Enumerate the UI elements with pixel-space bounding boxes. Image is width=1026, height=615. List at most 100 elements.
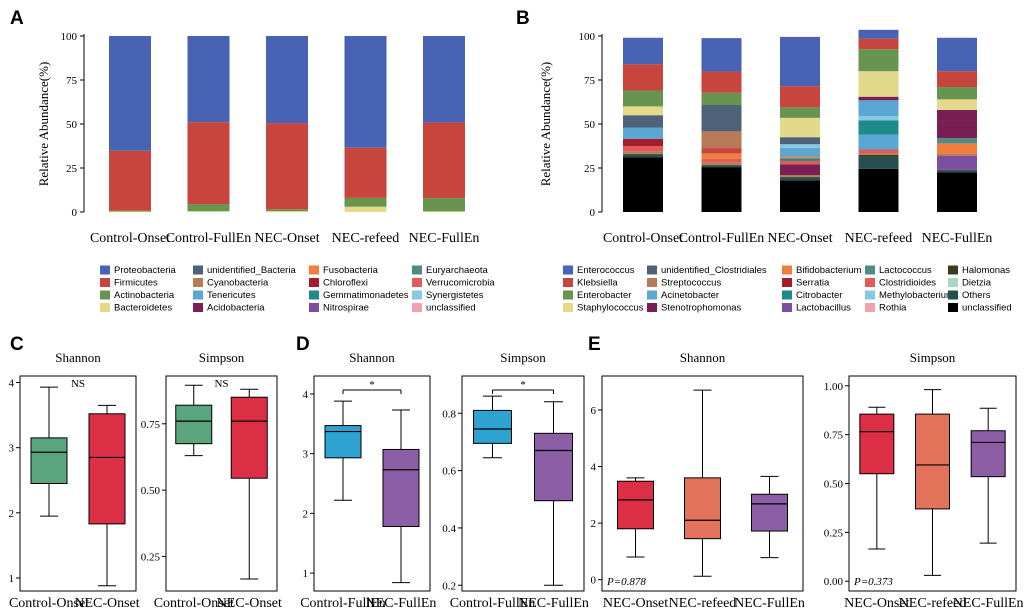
a-legend-swatch-nitrospirae [309, 303, 319, 312]
b-bar-nec-fullen-staphylococcus [937, 99, 977, 110]
a-x-tick-label: Control-Onset [90, 231, 170, 246]
b-y-axis-title: Relative Abundance(%) [538, 62, 553, 187]
a-bar-control-fullen-firmicutes [187, 122, 230, 205]
b-bar-control-fullen-enterococcus [701, 38, 742, 72]
b-bar-control-fullen-clostridioides [701, 158, 742, 163]
b-bar-nec-fullen-streptococcus [937, 153, 977, 156]
a-legend-swatch-verrucomicrobia [412, 278, 422, 287]
a-bar-control-fullen-actinobacteria [187, 204, 230, 212]
b-bar-control-onset-clostridioides [623, 146, 663, 152]
e-simpson-p-value: P=0.373 [853, 576, 893, 588]
c-simpson-significance-label: NS [214, 378, 228, 390]
b-bar-nec-onset-acinetobacter [780, 147, 820, 157]
b-legend-swatch-serratia [782, 278, 792, 287]
b-bar-nec-fullen-halomonas [937, 169, 977, 171]
b-bar-nec-onset-enterococcus [780, 36, 820, 87]
b-bar-control-onset-acinetobacter [623, 127, 663, 139]
a-legend-label: unidentified_Bacteria [207, 265, 296, 276]
a-bar-nec-onset-bacteroidetes [266, 211, 308, 212]
c-shannon-ytick-label: 1 [9, 573, 15, 585]
b-bar-control-fullen-klebsiella [701, 71, 742, 93]
e-simpson-box-nec-onset-iqr [859, 413, 895, 475]
a-legend-swatch-chloroflexi [309, 278, 319, 287]
a-legend-label: Cyanobacteria [207, 278, 269, 289]
b-bar-nec-refeed-streptococcus [858, 153, 899, 155]
a-bar-nec-fullen-proteobacteria [423, 36, 465, 123]
c-simpson-x-tick-label: NEC-Onset [217, 596, 282, 611]
c-shannon-ytick-label: 2 [9, 508, 15, 520]
b-bar-nec-fullen-enterobacter [937, 87, 977, 100]
a-bar-nec-onset-actinobacteria [266, 209, 308, 212]
a-legend-label: Gemmatimonadetes [323, 290, 409, 301]
b-legend-label: Rothia [879, 303, 907, 314]
c-simpson-title: Simpson [199, 350, 245, 365]
a-legend-swatch-unclassified [412, 303, 422, 312]
a-bar-nec-fullen-actinobacteria [423, 198, 465, 212]
b-bar-control-onset-unidentified-clostridiales [623, 115, 663, 128]
c-simpson-x-tick-label: Control-Onset [154, 596, 234, 611]
b-x-tick-label: Control-FullEn [679, 231, 765, 246]
b-legend-swatch-staphylococcus [563, 303, 573, 312]
c-shannon-x-tick-label: Control-Onset [9, 596, 89, 611]
b-bar-nec-fullen-lactobacillus [937, 155, 977, 170]
a-legend-swatch-proteobacteria [100, 265, 110, 275]
d-simpson-ytick-label: 0.4 [442, 523, 456, 535]
b-legend-label: unidentified_Clostridiales [661, 265, 767, 276]
a-y-axis-title: Relative Abundance(%) [36, 62, 51, 187]
d-shannon-title: Shannon [349, 350, 395, 365]
b-bar-nec-onset-bifidobacterium [780, 156, 820, 159]
b-legend-label: Acinetobacter [661, 290, 719, 301]
b-legend-swatch-bifidobacterium [782, 265, 792, 275]
b-bar-nec-refeed-acinetobacter [858, 134, 899, 150]
b-bar-nec-onset-halomonas [780, 176, 820, 178]
b-bar-nec-refeed-halomonas [858, 154, 899, 157]
a-legend-label: Firmicutes [114, 278, 158, 289]
c-shannon-ytick-label: 4 [9, 378, 15, 390]
b-bar-nec-refeed-citrobacter [858, 120, 899, 135]
b-bar-nec-fullen-stenotrophomonas [937, 120, 977, 139]
a-legend-swatch-firmicutes [100, 278, 110, 287]
b-legend-swatch-streptococcus [647, 278, 657, 287]
d-shannon-x-tick-label: NEC-FullEn [366, 596, 437, 611]
e-shannon-x-tick-label: NEC-FullEn [734, 596, 805, 611]
b-legend-swatch-stenotrophomonas [647, 303, 657, 312]
e-simpson-x-tick-label: NEC-refeed [899, 596, 967, 611]
a-legend-swatch-cyanobacteria [193, 278, 203, 287]
b-bar-nec-onset-klebsiella [780, 86, 820, 108]
b-bar-control-onset-klebsiella [623, 64, 663, 91]
e-shannon-p-value: P=0.878 [606, 576, 646, 588]
b-bar-nec-onset-enterobacter [780, 107, 820, 118]
b-bar-nec-onset-stenotrophomonas [780, 164, 820, 176]
e-shannon-ytick-label: 2 [591, 518, 597, 530]
d-simpson-box-control-fullen-iqr [473, 409, 512, 444]
d-simpson-box-nec-fullen-iqr [534, 432, 573, 502]
c-simpson-ytick-label: 0.50 [141, 485, 161, 497]
b-ytick-label: 50 [584, 119, 596, 131]
b-bar-nec-refeed-others [858, 156, 899, 169]
b-bar-nec-refeed-klebsiella [858, 38, 899, 50]
d-shannon-significance-label: * [369, 379, 375, 391]
a-legend-swatch-tenericutes [193, 290, 203, 300]
a-legend-swatch-synergistetes [412, 290, 422, 300]
d-shannon-plot-frame [313, 375, 431, 592]
a-legend-swatch-euryarchaeota [412, 265, 422, 275]
e-shannon-box-nec-fullen-iqr [751, 493, 788, 532]
d-simpson-ytick-label: 0.6 [442, 466, 456, 478]
c-simpson-ytick-label: 0.75 [141, 419, 161, 431]
a-legend-swatch-acidobacteria [193, 303, 203, 312]
b-x-tick-label: NEC-Onset [767, 231, 832, 246]
a-legend-label: Euryarchaeota [426, 265, 489, 276]
b-bar-control-onset-enterobacter [623, 90, 663, 107]
panel-label-b: B [516, 8, 530, 29]
e-shannon-x-tick-label: NEC-refeed [669, 596, 737, 611]
b-ytick-label: 100 [579, 31, 596, 43]
a-x-tick-label: NEC-Onset [254, 231, 319, 246]
b-legend-label: Enterococcus [577, 265, 635, 276]
e-simpson-ytick-label: 0.25 [824, 527, 844, 539]
b-bar-nec-refeed-unclassified-b [858, 168, 899, 212]
b-legend-label: Streptococcus [661, 278, 721, 289]
b-bar-control-onset-staphylococcus [623, 106, 663, 116]
a-bar-nec-refeed-firmicutes [344, 147, 387, 198]
b-legend-label: Citrobacter [796, 290, 842, 301]
b-bar-nec-refeed-enterobacter [858, 49, 899, 72]
